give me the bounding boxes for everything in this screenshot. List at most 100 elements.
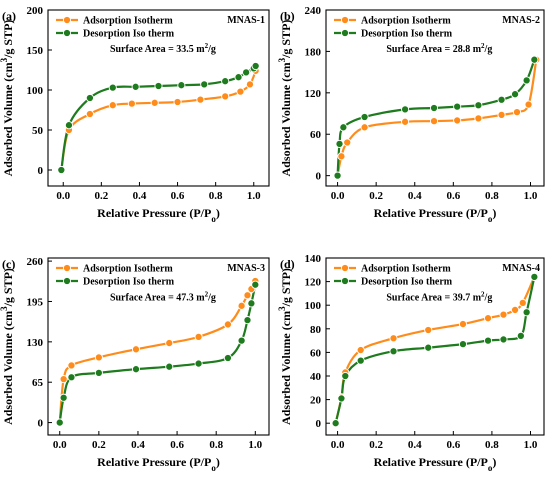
- data-point-desorption: [333, 171, 342, 180]
- annotation-main: Surface Area = 33.5 m: [110, 44, 205, 55]
- x-tick-label: 1.0: [524, 439, 538, 451]
- panel-label: (c): [2, 257, 15, 271]
- data-point-adsorption: [245, 80, 254, 89]
- surface-area-annotation: Surface Area = 28.8 m2/g: [386, 42, 492, 55]
- chart-panel-0: 0.0 0.2 0.4 0.6 0.8 1.0 0 50 100 150 200 Relative P…: [0, 5, 270, 224]
- x-axis-label-sub: o: [488, 463, 493, 473]
- legend-marker-desorption: [340, 276, 350, 286]
- data-point-desorption: [424, 343, 433, 352]
- data-point-desorption: [94, 368, 103, 377]
- data-point-adsorption: [85, 109, 94, 119]
- y-axis-label-sup: 3: [0, 57, 9, 62]
- y-axis-label-tail: /g STP): [1, 268, 15, 307]
- y-tick-label: 195: [27, 296, 44, 308]
- y-axis-label: Adsorbed Volume (cm3/g STP): [277, 20, 293, 177]
- data-point-desorption: [131, 365, 141, 374]
- legend-label: Desorption Iso therm: [83, 29, 175, 40]
- legend-label: Adsorption Isotherm: [83, 264, 173, 275]
- data-point-desorption: [131, 82, 140, 91]
- data-point-desorption: [55, 418, 64, 427]
- data-point-adsorption: [236, 87, 245, 96]
- surface-area-annotation: Surface Area = 33.5 m2/g: [110, 42, 216, 55]
- data-point-desorption: [453, 102, 462, 111]
- data-point-desorption: [339, 123, 348, 132]
- y-axis-label-sup: 3: [277, 306, 287, 311]
- x-tick-label: 0.6: [446, 439, 460, 451]
- data-point-adsorption: [458, 320, 468, 329]
- data-point-adsorption: [474, 114, 483, 123]
- sample-label: MNAS-4: [502, 263, 540, 274]
- y-tick-label: 20: [310, 395, 322, 407]
- data-point-adsorption: [67, 361, 76, 370]
- data-point-adsorption: [223, 320, 232, 329]
- legend-marker-adsorption: [62, 263, 72, 273]
- sample-label: MNAS-3: [227, 263, 265, 274]
- data-point-desorption: [335, 139, 344, 148]
- data-point-adsorption: [127, 99, 136, 108]
- y-tick-label: 0: [316, 171, 322, 183]
- x-tick-label: 0.4: [131, 439, 145, 451]
- x-tick-label: 0.0: [56, 190, 70, 202]
- y-tick-label: 240: [305, 5, 322, 17]
- y-tick-label: 60: [310, 347, 322, 359]
- x-tick-label: 0.0: [331, 439, 345, 451]
- legend-marker-desorption: [62, 276, 72, 286]
- data-point-desorption: [165, 362, 174, 371]
- x-axis-label: Relative Pressure (P/Po): [374, 455, 497, 473]
- data-point-desorption: [511, 90, 520, 99]
- x-axis-label-main: Relative Pressure (P/P: [97, 455, 211, 469]
- x-axis-label-tail: ): [216, 206, 220, 220]
- data-point-adsorption: [59, 375, 68, 384]
- data-point-adsorption: [484, 314, 493, 323]
- data-point-desorption: [522, 308, 531, 317]
- x-tick-label: 0.8: [209, 439, 223, 451]
- data-point-adsorption: [108, 101, 117, 110]
- y-axis-label-main: Adsorbed Volume (cm: [279, 311, 293, 425]
- y-tick-label: 260: [27, 256, 44, 268]
- x-tick-label: 0.4: [408, 439, 422, 451]
- data-point-adsorption: [424, 325, 433, 335]
- data-point-adsorption: [389, 334, 398, 343]
- surface-area-annotation: Surface Area = 47.3 m2/g: [110, 290, 216, 303]
- data-point-adsorption: [499, 310, 508, 319]
- x-axis-label-tail: ): [492, 206, 496, 220]
- legend-marker-adsorption: [340, 263, 350, 273]
- data-point-adsorption: [512, 108, 522, 117]
- legend-label: Desorption Iso therm: [361, 29, 453, 40]
- x-tick-label: 0.6: [170, 439, 184, 451]
- plot-frame: [47, 257, 270, 436]
- x-axis-label-tail: ): [216, 455, 220, 469]
- data-point-desorption: [64, 121, 74, 130]
- data-point-adsorption: [497, 110, 506, 119]
- x-tick-label: 1.0: [248, 439, 262, 451]
- legend-label: Adsorption Isotherm: [361, 264, 451, 275]
- chart-panel-3: 0.0 0.2 0.4 0.6 0.8 1.0 0 20 40 60 80 100 120 140 Rela…: [277, 253, 545, 473]
- data-point-desorption: [237, 336, 246, 345]
- y-tick-label: 100: [27, 85, 44, 97]
- annotation-tail: /g: [484, 292, 493, 303]
- data-point-desorption: [337, 394, 346, 403]
- x-tick-label: 0.8: [485, 439, 499, 451]
- data-point-adsorption: [194, 332, 203, 341]
- x-axis-label-main: Relative Pressure (P/P: [374, 206, 488, 220]
- annotation-tail: /g: [484, 44, 493, 55]
- legend-marker-adsorption: [62, 15, 72, 25]
- data-point-desorption: [530, 55, 539, 64]
- data-point-desorption: [401, 105, 410, 114]
- y-tick-label: 0: [316, 418, 322, 430]
- data-point-adsorption: [524, 100, 533, 109]
- y-tick-label: 150: [27, 45, 44, 57]
- annotation-sup: 2: [205, 290, 209, 298]
- y-axis-label: Adsorbed Volume (cm3/g STP): [277, 268, 293, 425]
- data-point-desorption: [59, 393, 68, 402]
- x-axis-label: Relative Pressure (P/Po): [97, 206, 220, 224]
- annotation-main: Surface Area = 39.7 m: [386, 292, 481, 303]
- y-tick-label: 0: [38, 418, 44, 430]
- y-tick-label: 180: [305, 46, 322, 58]
- data-point-desorption: [530, 272, 539, 281]
- data-point-desorption: [522, 76, 531, 85]
- legend-label: Desorption Iso therm: [361, 277, 453, 288]
- y-axis-label-main: Adsorbed Volume (cm: [1, 311, 15, 425]
- y-tick-label: 200: [27, 5, 44, 17]
